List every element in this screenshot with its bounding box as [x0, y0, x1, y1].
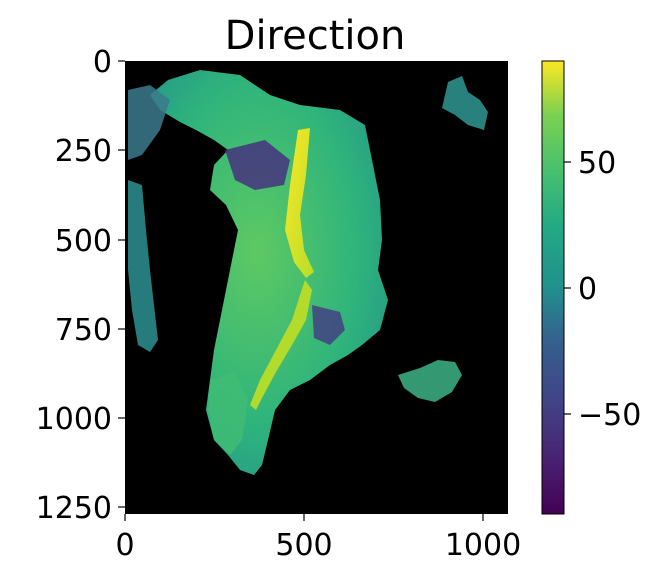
chart-title: Direction [225, 13, 406, 59]
y-tick-label-750: 750 [55, 313, 112, 348]
x-axis [124, 514, 484, 521]
western-coast-strip [128, 180, 158, 352]
x-tick-label-1000: 1000 [445, 528, 521, 563]
greenland-mainland [150, 70, 388, 475]
colorbar-tick-label-50: 50 [578, 146, 616, 181]
colorbar-tick-label-0: 0 [578, 272, 597, 307]
y-tick-label-1000: 1000 [36, 402, 112, 437]
x-tick-label-500: 500 [275, 528, 332, 563]
colorbar-tick-label-minus-50: −50 [578, 398, 641, 433]
y-tick-label-250: 250 [55, 134, 112, 169]
colorbar-gradient [541, 60, 565, 515]
colorbar: 50 0 −50 [541, 60, 641, 515]
eastern-ridge [285, 128, 314, 278]
colorbar-ticks [564, 161, 571, 415]
y-axis [118, 60, 125, 508]
plot-area [125, 61, 508, 514]
northwest-fringe [128, 85, 170, 160]
x-tick-label-0: 0 [115, 528, 134, 563]
southern-divide [250, 280, 312, 410]
southeast-purple-zone [312, 305, 345, 345]
southwest-coast-zone [208, 372, 248, 455]
heatmap-image [128, 70, 488, 475]
northern-purple-zone [225, 140, 290, 190]
east-island [398, 360, 462, 402]
y-tick-label-0: 0 [93, 45, 112, 80]
y-tick-label-1250: 1250 [36, 491, 112, 526]
y-tick-label-500: 500 [55, 224, 112, 259]
northeast-island [442, 76, 488, 130]
